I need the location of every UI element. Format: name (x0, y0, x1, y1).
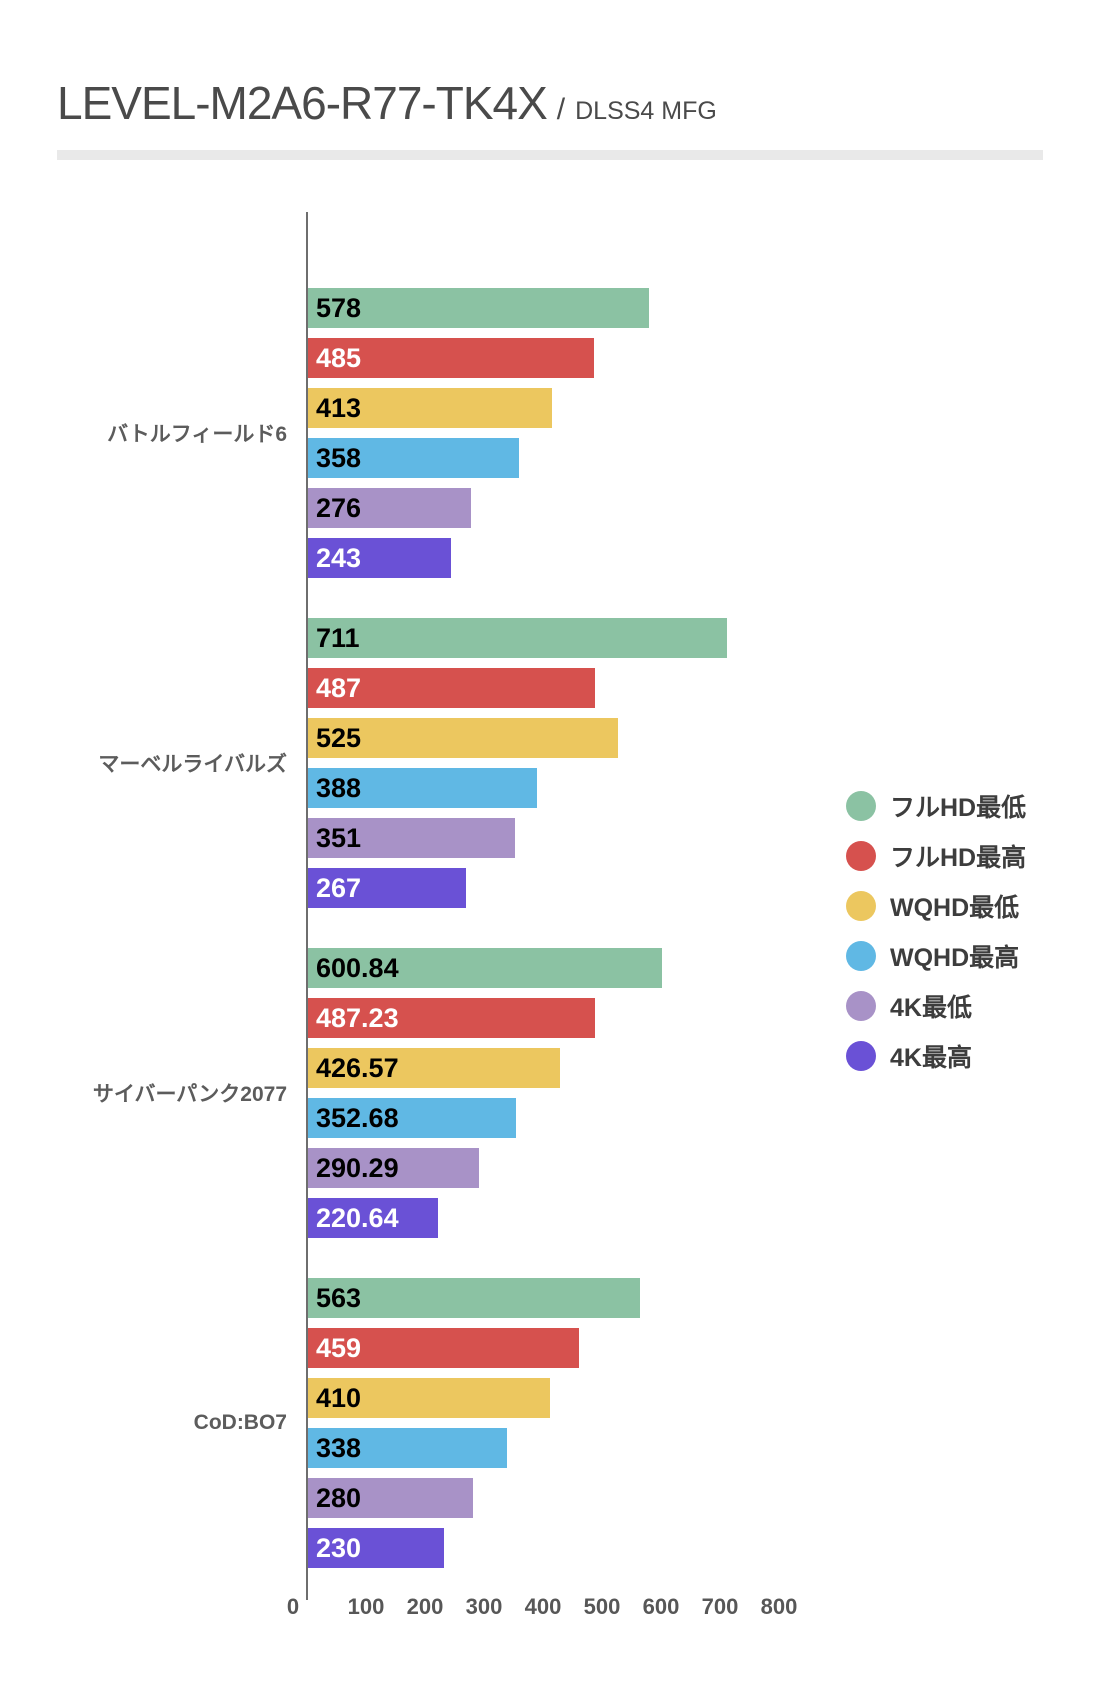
bar-value-label: 600.84 (316, 952, 399, 983)
bar-value-label: 487 (316, 672, 362, 703)
bar-segment: 600.84 (308, 948, 662, 988)
bar-value-label: 276 (316, 492, 362, 523)
title-main: LEVEL-M2A6-R77-TK4X (57, 77, 548, 129)
bar-value-label: 280 (316, 1482, 362, 1513)
bar-segment: 525 (308, 718, 618, 758)
x-tick-label: 700 (701, 1594, 739, 1619)
bar-segment: 267 (308, 868, 466, 908)
bar-segment: 276 (308, 488, 471, 528)
legend-label: 4K最高 (890, 1044, 972, 1072)
x-tick-label: 300 (465, 1594, 503, 1619)
bar-value-label: 290.29 (316, 1152, 399, 1183)
bar-value-label: 358 (316, 442, 362, 473)
bar-segment: 487 (308, 668, 595, 708)
bar-value-label: 426.57 (316, 1052, 399, 1083)
y-axis-line (306, 212, 308, 1600)
x-tick-label: 600 (642, 1594, 680, 1619)
legend-item: 4K最高 (846, 1038, 972, 1074)
bar-segment: 563 (308, 1278, 640, 1318)
bar-value-label: 485 (316, 342, 362, 373)
category-label: CoD:BO7 (193, 1411, 287, 1434)
legend-swatch-icon (846, 991, 876, 1021)
legend-label: 4K最低 (890, 994, 972, 1022)
legend-label: WQHD最高 (890, 944, 1020, 972)
bar-value-label: 243 (316, 542, 362, 573)
bar-value-label: 352.68 (316, 1102, 399, 1133)
legend-swatch-icon (846, 841, 876, 871)
bar-segment: 243 (308, 538, 451, 578)
category-label: マーベルライバルズ (98, 753, 287, 776)
legend-swatch-icon (846, 941, 876, 971)
title-subtitle: DLSS4 MFG (575, 97, 717, 125)
legend-label: フルHD最高 (890, 844, 1027, 872)
bar-segment: 413 (308, 388, 552, 428)
bar-value-label: 487.23 (316, 1002, 399, 1033)
bar-value-label: 459 (316, 1332, 362, 1363)
bar-segment: 459 (308, 1328, 579, 1368)
bar-value-label: 563 (316, 1282, 362, 1313)
bar-segment: 388 (308, 768, 537, 808)
bar-segment: 338 (308, 1428, 507, 1468)
x-tick-label: 800 (760, 1594, 798, 1619)
bar-value-label: 220.64 (316, 1202, 399, 1233)
bar-segment: 280 (308, 1478, 473, 1518)
bar-value-label: 410 (316, 1382, 362, 1413)
category-label: サイバーパンク2077 (92, 1083, 287, 1106)
bar-value-label: 578 (316, 292, 362, 323)
bar-value-label: 388 (316, 772, 362, 803)
category-label: バトルフィールド6 (107, 423, 287, 446)
bar-segment: 426.57 (308, 1048, 560, 1088)
bar-segment: 485 (308, 338, 594, 378)
legend-item: WQHD最低 (846, 888, 1019, 924)
bar-value-label: 413 (316, 392, 362, 423)
legend-swatch-icon (846, 1041, 876, 1071)
bar-segment: 230 (308, 1528, 444, 1568)
page-title: LEVEL-M2A6-R77-TK4X / DLSS4 MFG (57, 76, 717, 130)
bar-value-label: 338 (316, 1432, 362, 1463)
bar-segment: 351 (308, 818, 515, 858)
x-tick-label: 500 (583, 1594, 621, 1619)
x-tick-label: 200 (406, 1594, 444, 1619)
bar-value-label: 230 (316, 1532, 362, 1563)
legend-item: フルHD最高 (846, 838, 1026, 874)
legend-label: WQHD最低 (890, 894, 1020, 922)
x-tick-label: 100 (347, 1594, 385, 1619)
legend-item: フルHD最低 (846, 788, 1026, 824)
x-tick-label: 400 (524, 1594, 562, 1619)
legend-swatch-icon (846, 791, 876, 821)
legend-item: WQHD最高 (846, 938, 1019, 974)
bar-segment: 487.23 (308, 998, 595, 1038)
legend-label: フルHD最低 (890, 794, 1027, 822)
title-separator: / (556, 93, 566, 126)
header-divider (57, 150, 1043, 160)
bar-value-label: 351 (316, 822, 362, 853)
bar-value-label: 525 (316, 722, 362, 753)
bar-segment: 290.29 (308, 1148, 479, 1188)
bar-value-label: 267 (316, 872, 362, 903)
bar-segment: 358 (308, 438, 519, 478)
bar-segment: 410 (308, 1378, 550, 1418)
bar-segment: 578 (308, 288, 649, 328)
bar-segment: 711 (308, 618, 727, 658)
bar-segment: 220.64 (308, 1198, 438, 1238)
bar-segment: 352.68 (308, 1098, 516, 1138)
bar-value-label: 711 (316, 622, 360, 653)
legend-swatch-icon (846, 891, 876, 921)
x-tick-label: 0 (286, 1594, 300, 1619)
legend-item: 4K最低 (846, 988, 972, 1024)
